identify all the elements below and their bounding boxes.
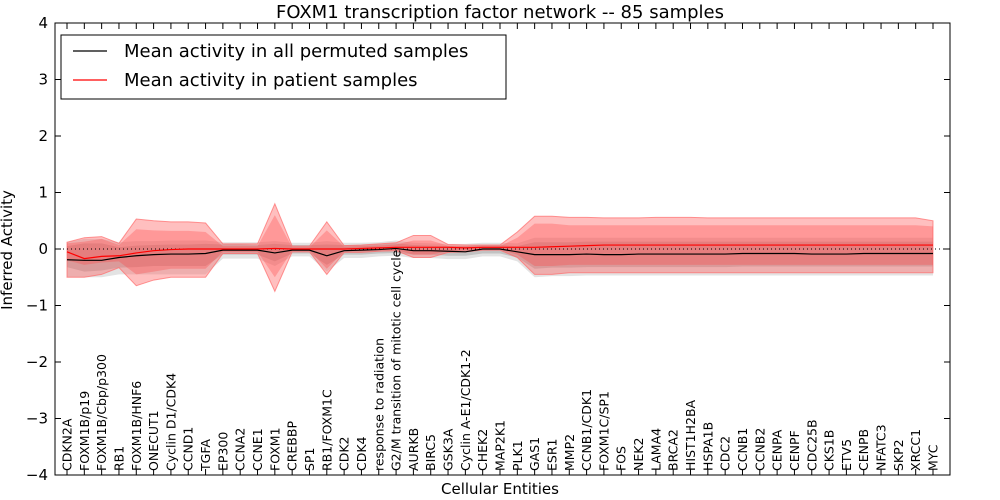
x-tick-label: CCNB2 xyxy=(752,428,767,471)
x-tick-label: CENPF xyxy=(787,430,802,471)
x-tick-label: CCNE1 xyxy=(250,428,265,471)
x-tick-label: NFATC3 xyxy=(874,424,889,471)
x-tick-label: NEK2 xyxy=(631,438,646,471)
x-tick-label: EP300 xyxy=(215,432,230,471)
plot-area: −4 −3 −2 −1 0 1 2 3 4 CDKN2A FOXM1B/p19 FOXM1B/Cbp/… xyxy=(26,14,951,484)
patient-inner-band xyxy=(67,215,933,278)
x-tick-label: FOXM1C/SP1 xyxy=(596,391,611,471)
x-tick-label: SKP2 xyxy=(891,439,906,471)
y-tick-label: 4 xyxy=(38,14,48,32)
x-tick-label: FOXM1B/p19 xyxy=(77,391,92,471)
x-tick-label: CDC25B xyxy=(804,419,819,471)
x-tick-label: CENPB xyxy=(856,429,871,471)
x-tick-label: CCNB1 xyxy=(735,428,750,471)
x-tick-label: CDK2 xyxy=(337,436,352,471)
permuted-mean-line xyxy=(66,247,933,261)
x-tick-label: XRCC1 xyxy=(908,429,923,471)
x-tick-label: RB1/FOXM1C xyxy=(319,389,334,471)
x-tick-label: AURKB xyxy=(406,428,421,471)
y-tick-label: 3 xyxy=(38,71,48,89)
x-tick-label: PLK1 xyxy=(510,440,525,471)
y-axis-label: Inferred Activity xyxy=(0,190,16,310)
x-tick-label: ONECUT1 xyxy=(146,410,161,471)
x-tick-label: CDC2 xyxy=(718,436,733,471)
x-tick-label: HSPA1B xyxy=(700,422,715,471)
x-tick-label: GAS1 xyxy=(527,437,542,471)
patient-mean-line xyxy=(66,244,933,260)
x-tick-label: MMP2 xyxy=(562,434,577,471)
x-tick-label: FOXM1B/HNF6 xyxy=(129,381,144,471)
x-tick-label: SP1 xyxy=(302,448,317,471)
y-tick-label: −3 xyxy=(26,410,48,428)
x-tick-label: FOXM1 xyxy=(267,427,282,471)
legend-box xyxy=(60,34,507,100)
x-tick-label: RB1 xyxy=(111,446,126,471)
x-tick-label: CHEK2 xyxy=(475,429,490,471)
x-tick-label: MYC xyxy=(926,444,941,471)
x-tick-label: BRCA2 xyxy=(666,429,681,471)
x-tick-label: CCNB1/CDK1 xyxy=(579,389,594,471)
x-axis-label: Cellular Entities xyxy=(441,480,559,498)
x-tick-label: CCND1 xyxy=(181,427,196,471)
x-tick-label: Cyclin D1/CDK4 xyxy=(163,373,178,471)
legend-permuted-label: Mean activity in all permuted samples xyxy=(124,41,468,62)
y-tick-label: 0 xyxy=(38,240,48,258)
y-tick-label: 2 xyxy=(38,127,48,145)
x-tick-label: response to radiation xyxy=(371,338,386,471)
x-tick-label: CDK4 xyxy=(354,436,369,471)
x-tick-label: MAP2K1 xyxy=(493,420,508,471)
x-tick-label: ESR1 xyxy=(544,439,559,471)
x-tick-label: HIST1H2BA xyxy=(683,399,698,471)
y-tick-label: −1 xyxy=(26,297,48,315)
x-tick-label: BIRC5 xyxy=(423,434,438,471)
x-tick-label: CCNA2 xyxy=(233,428,248,471)
x-tick-label: CENPA xyxy=(770,429,785,471)
legend-patient-label: Mean activity in patient samples xyxy=(124,70,418,91)
y-tick-label: −4 xyxy=(26,466,48,484)
x-tick-label: GSK3A xyxy=(441,428,456,471)
y-tick-label: −2 xyxy=(26,353,48,371)
y-tick-label: 1 xyxy=(38,184,48,202)
x-tick-label: LAMA4 xyxy=(648,428,663,471)
permuted-outer-band xyxy=(67,237,933,278)
x-tick-label: TGFA xyxy=(198,439,213,472)
x-tick-label: ETV5 xyxy=(839,439,854,471)
x-tick-label: G2/M transition of mitotic cell cycle xyxy=(389,249,404,471)
chart-title: FOXM1 transcription factor network -- 85… xyxy=(276,2,724,23)
x-tick-label: CKS1B xyxy=(822,430,837,471)
x-tick-label: CREBBP xyxy=(285,421,300,471)
x-tick-label: Cyclin A-E1/CDK1-2 xyxy=(458,349,473,471)
x-tick-label: CDKN2A xyxy=(60,418,75,471)
x-tick-label: FOS xyxy=(614,446,629,471)
x-tick-label: FOXM1B/Cbp/p300 xyxy=(94,354,109,471)
legend: Mean activity in all permuted samples Mea… xyxy=(60,34,507,100)
